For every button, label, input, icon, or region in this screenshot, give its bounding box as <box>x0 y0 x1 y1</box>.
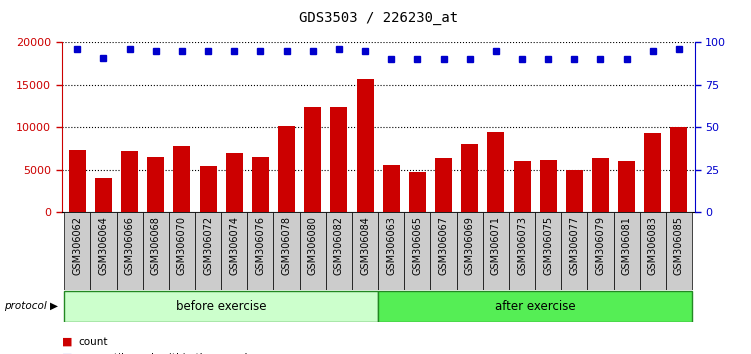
Bar <box>457 212 483 290</box>
Bar <box>252 157 269 212</box>
Bar <box>461 144 478 212</box>
Bar <box>487 132 505 212</box>
Bar <box>430 212 457 290</box>
Bar <box>226 153 243 212</box>
Bar <box>300 212 326 290</box>
Bar <box>147 157 164 212</box>
Text: ■: ■ <box>62 337 72 347</box>
Bar <box>121 151 138 212</box>
Text: GSM306065: GSM306065 <box>412 216 422 275</box>
Text: GSM306076: GSM306076 <box>255 216 265 275</box>
Bar <box>618 161 635 212</box>
Text: GSM306069: GSM306069 <box>465 216 475 275</box>
Bar <box>273 212 300 290</box>
Bar <box>514 161 530 212</box>
Bar <box>378 291 692 321</box>
Text: GSM306083: GSM306083 <box>648 216 658 275</box>
Bar <box>64 291 378 321</box>
Text: protocol ▶: protocol ▶ <box>4 301 58 311</box>
Text: GSM306077: GSM306077 <box>569 216 579 275</box>
Bar <box>64 212 90 290</box>
Text: GSM306085: GSM306085 <box>674 216 684 275</box>
Text: GSM306079: GSM306079 <box>596 216 605 275</box>
Text: GSM306067: GSM306067 <box>439 216 448 275</box>
Bar <box>95 178 112 212</box>
Text: GSM306072: GSM306072 <box>203 216 213 275</box>
Bar <box>169 212 195 290</box>
Text: before exercise: before exercise <box>176 300 267 313</box>
Bar <box>404 212 430 290</box>
Bar <box>69 149 86 212</box>
Bar <box>566 170 583 212</box>
Text: percentile rank within the sample: percentile rank within the sample <box>78 353 254 354</box>
Bar <box>304 107 321 212</box>
Bar <box>535 212 561 290</box>
Bar <box>509 212 535 290</box>
Bar <box>221 212 247 290</box>
Bar <box>383 165 400 212</box>
Text: count: count <box>78 337 107 347</box>
Bar <box>483 212 509 290</box>
Text: after exercise: after exercise <box>495 300 575 313</box>
Bar <box>247 212 273 290</box>
Bar <box>409 172 426 212</box>
Bar <box>671 127 687 212</box>
Bar <box>435 158 452 212</box>
Text: GSM306071: GSM306071 <box>491 216 501 275</box>
Bar <box>561 212 587 290</box>
Bar <box>143 212 169 290</box>
Bar <box>173 146 191 212</box>
Bar <box>640 212 666 290</box>
Bar <box>352 212 378 290</box>
Bar <box>592 158 609 212</box>
Text: GDS3503 / 226230_at: GDS3503 / 226230_at <box>299 11 457 25</box>
Bar <box>644 133 662 212</box>
Text: GSM306066: GSM306066 <box>125 216 134 275</box>
Text: GSM306062: GSM306062 <box>72 216 83 275</box>
Bar <box>278 126 295 212</box>
Text: GSM306070: GSM306070 <box>177 216 187 275</box>
Bar <box>378 212 404 290</box>
Bar <box>195 212 221 290</box>
Text: GSM306073: GSM306073 <box>517 216 527 275</box>
Bar <box>540 160 556 212</box>
Text: GSM306074: GSM306074 <box>229 216 240 275</box>
Bar <box>116 212 143 290</box>
Bar <box>614 212 640 290</box>
Text: GSM306063: GSM306063 <box>386 216 397 275</box>
Text: GSM306084: GSM306084 <box>360 216 370 275</box>
Text: GSM306075: GSM306075 <box>543 216 553 275</box>
Bar <box>587 212 614 290</box>
Text: ■: ■ <box>62 353 72 354</box>
Text: GSM306064: GSM306064 <box>98 216 108 275</box>
Bar <box>200 166 216 212</box>
Bar <box>666 212 692 290</box>
Text: GSM306068: GSM306068 <box>151 216 161 275</box>
Text: GSM306082: GSM306082 <box>334 216 344 275</box>
Text: GSM306080: GSM306080 <box>308 216 318 275</box>
Bar <box>326 212 352 290</box>
Bar <box>90 212 116 290</box>
Text: GSM306081: GSM306081 <box>622 216 632 275</box>
Bar <box>330 107 348 212</box>
Bar <box>357 79 373 212</box>
Text: GSM306078: GSM306078 <box>282 216 291 275</box>
